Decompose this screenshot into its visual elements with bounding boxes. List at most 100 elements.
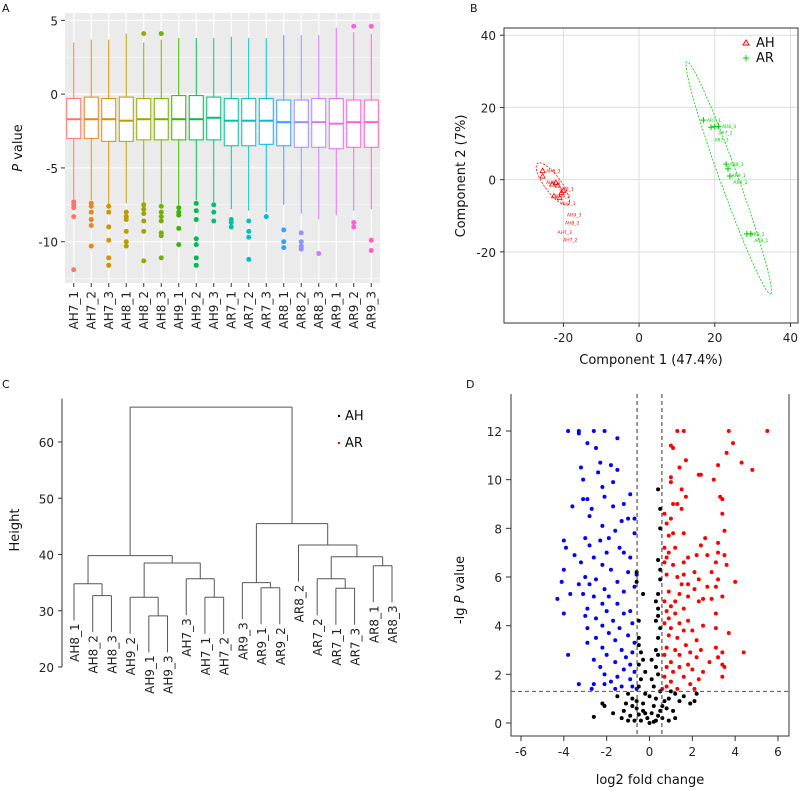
- outlier-point: [176, 225, 182, 231]
- data-point: [694, 638, 699, 643]
- data-point: [619, 716, 624, 721]
- data-point: [668, 475, 673, 480]
- data-point: [686, 594, 691, 599]
- data-point: [671, 562, 676, 567]
- x-tick-label: 20: [707, 331, 722, 345]
- data-point: [591, 657, 596, 662]
- x-tick-label: AH7_1: [67, 291, 81, 330]
- data-point: [641, 708, 646, 713]
- data-point: [563, 545, 568, 550]
- point-label: AH8_2: [565, 220, 580, 226]
- data-point: [653, 599, 658, 604]
- data-point: [696, 599, 701, 604]
- data-point: [658, 526, 663, 531]
- data-point: [716, 655, 721, 660]
- data-point: [701, 669, 706, 674]
- data-point: [666, 633, 671, 638]
- data-point: [630, 621, 635, 626]
- outlier-point: [193, 242, 199, 248]
- outlier-point: [141, 218, 147, 224]
- data-point: [628, 677, 633, 682]
- outlier-point: [176, 212, 182, 218]
- outlier-point: [176, 242, 182, 248]
- plot-frame: [510, 394, 790, 737]
- data-point: [593, 635, 598, 640]
- point-label: AH8_3: [546, 169, 561, 175]
- data-point: [638, 677, 643, 682]
- data-point: [608, 679, 613, 684]
- outlier-point: [88, 243, 94, 249]
- data-point: [666, 589, 671, 594]
- data-point: [651, 684, 656, 689]
- data-point: [662, 652, 667, 657]
- panel-letter-d: D: [466, 378, 474, 391]
- data-point: [630, 703, 635, 708]
- point-label: AH7_3: [557, 230, 572, 236]
- y-tick-label: -5: [46, 162, 58, 176]
- plot-background: [65, 13, 380, 283]
- data-point: [696, 677, 701, 682]
- data-point: [698, 648, 703, 652]
- data-point: [619, 684, 624, 689]
- y-tick-label: 6: [494, 571, 502, 585]
- point-label: AH9_3: [567, 212, 582, 218]
- x-tick-label: AR9_2: [347, 291, 361, 329]
- data-point: [576, 582, 581, 587]
- data-point: [615, 436, 620, 441]
- box-AH7_3: [101, 39, 117, 268]
- data-point: [570, 504, 575, 509]
- point-triangle: [552, 179, 560, 185]
- data-point: [585, 640, 590, 645]
- box-AR9_3: [363, 23, 379, 254]
- data-point: [578, 560, 583, 565]
- data-point: [675, 575, 680, 579]
- data-point: [641, 657, 646, 662]
- data-point: [716, 540, 721, 545]
- data-point: [662, 545, 667, 550]
- data-point: [765, 429, 770, 433]
- y-tick-label: -10: [38, 236, 58, 250]
- x-tick-label: AH9_1: [172, 291, 186, 330]
- data-point: [636, 643, 641, 648]
- outlier-point: [281, 239, 287, 245]
- data-point: [621, 611, 626, 616]
- data-point: [688, 701, 693, 706]
- point-plus: [726, 173, 733, 180]
- data-point: [720, 497, 725, 502]
- data-point: [647, 694, 652, 699]
- box-AH8_3: [153, 31, 169, 261]
- data-point: [677, 699, 682, 704]
- leaf-label: AR7_1: [330, 628, 344, 666]
- outlier-point: [158, 233, 164, 239]
- leaf-label: AR8_2: [292, 585, 306, 623]
- data-point: [591, 429, 596, 433]
- data-point: [677, 652, 682, 657]
- confidence-ellipse-AH: [535, 162, 570, 206]
- box: [241, 98, 257, 147]
- x-tick-label: AH7_2: [84, 291, 98, 330]
- data-point: [611, 618, 616, 623]
- data-point: [724, 450, 729, 455]
- data-point: [593, 446, 598, 451]
- outlier-point: [351, 220, 357, 226]
- data-point: [731, 441, 736, 446]
- outlier-point: [106, 224, 112, 230]
- box-AR9_2: [346, 23, 362, 230]
- data-point: [587, 582, 592, 587]
- data-point: [576, 431, 581, 436]
- data-point: [587, 514, 592, 519]
- data-point: [716, 550, 721, 555]
- data-point: [621, 708, 626, 713]
- panel-d-ylabel: -lg P value: [453, 556, 468, 624]
- data-point: [578, 465, 583, 470]
- leaf-label: AR8_3: [386, 605, 400, 643]
- leaf-label: AH9_3: [162, 655, 176, 694]
- data-point: [675, 686, 680, 691]
- point-label: AR9_3: [730, 162, 744, 168]
- outlier-point: [193, 255, 199, 261]
- point-label: AH8_1: [546, 180, 561, 186]
- data-point: [707, 660, 712, 665]
- data-point: [636, 618, 641, 623]
- outlier-point: [368, 237, 374, 243]
- data-point: [656, 713, 661, 718]
